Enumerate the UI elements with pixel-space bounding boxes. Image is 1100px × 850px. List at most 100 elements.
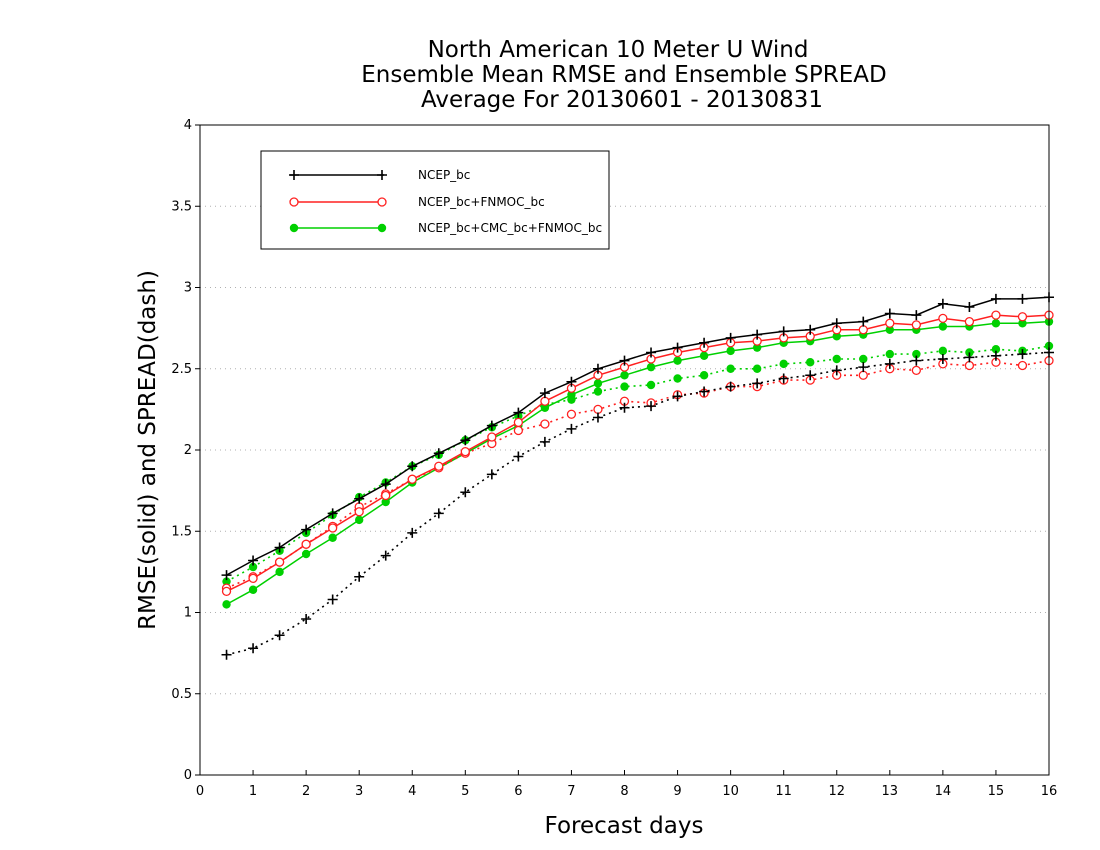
series-1-rmse-point [672, 342, 683, 353]
series-2-rmse-point [221, 586, 232, 597]
series-3-spread-point [991, 345, 1001, 354]
series-2-rmse-point [487, 432, 497, 442]
series-3-rmse-point [726, 346, 735, 356]
series-3-spread-point [646, 380, 656, 390]
series-2-rmse-point [991, 310, 1001, 320]
series-1-rmse-point [990, 293, 1001, 304]
series-1-rmse-point [964, 302, 975, 312]
series-1-rmse-point [354, 493, 365, 504]
series-1-rmse-point [725, 332, 736, 343]
series-3-spread-point [752, 364, 762, 373]
series-3-rmse-point [222, 600, 231, 609]
series-1-spread-point [778, 373, 789, 384]
x-tick-label: 15 [988, 784, 1005, 799]
series-2-rmse-point [434, 461, 444, 471]
series-1-rmse-point [699, 337, 710, 348]
series-1-spread-point [327, 594, 338, 605]
series-1-spread-point [486, 469, 497, 480]
series-1-spread-point [619, 402, 630, 413]
chart-title-line-3: Average For 20130601 - 20130831 [421, 87, 823, 113]
y-tick-label: 3.5 [171, 199, 192, 214]
series-1-spread-point [407, 527, 418, 538]
legend-marker-3-b [377, 223, 387, 233]
series-3-spread-point [222, 577, 231, 586]
series-3-rmse-line [226, 320, 1050, 606]
series-3-spread-point [912, 349, 921, 359]
legend-box [260, 150, 610, 250]
series-1-spread-point [672, 391, 683, 402]
series-3-rmse-point [354, 515, 364, 525]
series-3-rmse-point [381, 497, 390, 507]
legend-marker-1-a [289, 170, 299, 180]
series-2-rmse-point [274, 557, 285, 567]
series-2-spread-line [226, 359, 1050, 589]
series-2-rmse-point [513, 417, 524, 428]
series-1-rmse-point [486, 420, 497, 431]
series-1-spread-point [858, 362, 869, 373]
series-1-rmse-point [380, 479, 391, 490]
series-2-spread-point [566, 409, 577, 419]
legend: NCEP_bc NCEP_bc+FNMOC_bc NCEP_bc+CMC_bc+FN… [260, 150, 610, 250]
series-1-spread-point [248, 643, 259, 654]
y-tick-label: 2 [184, 443, 192, 458]
series-1-rmse-point [433, 448, 444, 459]
series-1-spread-point [1017, 349, 1028, 360]
series-2-spread-point [540, 419, 550, 429]
series-1-spread-point [964, 352, 975, 363]
series-2-spread-point [911, 365, 921, 376]
series-1-spread-point [433, 508, 444, 519]
legend-marker-3-a [289, 223, 299, 233]
series-3 [222, 317, 1054, 609]
y-tick-label: 3 [184, 281, 192, 296]
series-3-spread-point [726, 364, 735, 373]
grid [200, 205, 1049, 695]
series-3-spread-point [885, 349, 895, 359]
series-1-spread-point [460, 487, 471, 498]
series-1-rmse-point [248, 555, 259, 566]
series-3-spread-point [832, 354, 841, 364]
x-axis-title: Forecast days [545, 813, 704, 839]
series-1-spread-point [380, 550, 391, 561]
series-1-spread-point [884, 358, 895, 369]
series-1-spread-point [805, 370, 816, 381]
series-3-rmse-point [885, 325, 895, 334]
series-2-rmse-point [301, 539, 311, 549]
series-1-rmse-point [911, 310, 922, 321]
series-3-spread-point [859, 354, 868, 364]
series-3-rmse-point [646, 362, 656, 372]
series-1-rmse-point [1017, 293, 1028, 304]
series-3-rmse-point [1018, 319, 1027, 328]
series-3-rmse-point [832, 332, 841, 341]
series-1-rmse-point [884, 308, 895, 319]
series-3-rmse-point [248, 585, 258, 594]
series-2-spread-point [1017, 360, 1028, 371]
series-3-rmse-point [752, 343, 762, 352]
series-1-rmse-point [619, 355, 630, 366]
y-tick-label: 1 [184, 606, 192, 621]
series-2-rmse-point [964, 316, 975, 327]
x-tick-label: 9 [673, 784, 681, 799]
series-2-spread-point [858, 370, 868, 380]
series-3-rmse-point [673, 356, 682, 365]
x-tick-label: 2 [302, 784, 310, 799]
legend-label-1: NCEP_bc [418, 168, 470, 182]
series-2-rmse-point [354, 507, 364, 517]
series-2-spread-point [964, 360, 975, 371]
series-3-spread-point [248, 562, 258, 572]
x-tick-label: 5 [461, 784, 469, 799]
series-1 [221, 292, 1054, 660]
series-2-rmse-point [328, 523, 338, 533]
series-1-rmse-point [805, 324, 816, 335]
x-tick-label: 4 [408, 784, 416, 799]
y-tick-label: 4 [184, 118, 192, 133]
series-1-spread-point [301, 614, 312, 624]
series-1-rmse-point [221, 570, 232, 581]
x-tick-label: 6 [514, 784, 522, 799]
series-1-rmse-point [460, 435, 471, 446]
series-3-spread-point [673, 374, 682, 383]
series-1-spread-point [539, 436, 550, 447]
series-3-spread-point [620, 382, 629, 391]
series-3-rmse-point [328, 533, 337, 542]
series-1-spread-point [911, 355, 922, 366]
